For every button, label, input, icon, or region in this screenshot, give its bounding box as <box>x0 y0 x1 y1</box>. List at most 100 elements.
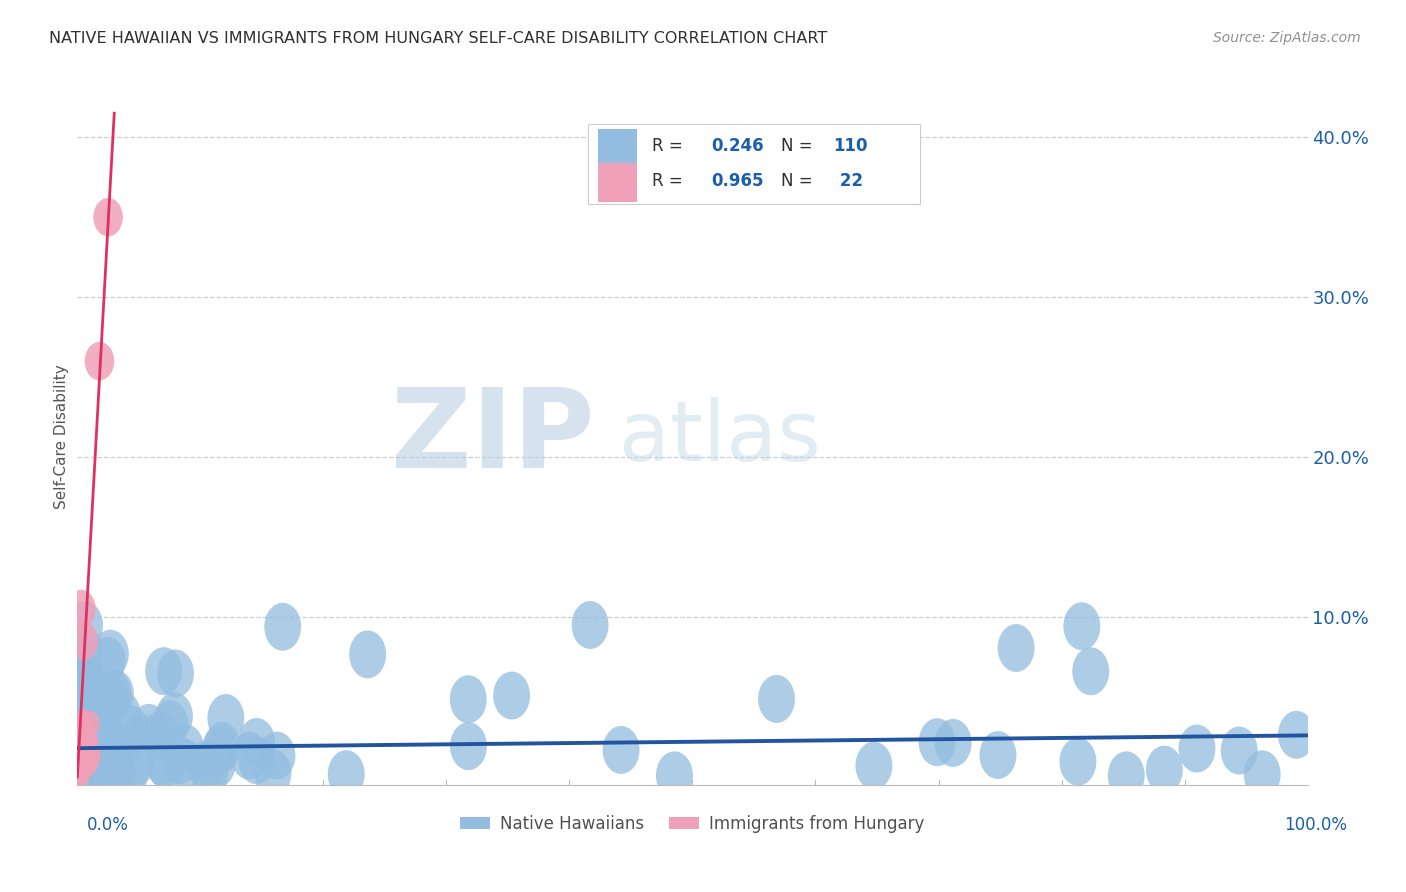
Circle shape <box>97 739 134 786</box>
Circle shape <box>494 672 530 720</box>
Circle shape <box>91 676 129 724</box>
Circle shape <box>96 723 132 771</box>
Circle shape <box>79 729 98 755</box>
Circle shape <box>69 622 98 660</box>
Circle shape <box>1073 648 1109 695</box>
Text: Source: ZipAtlas.com: Source: ZipAtlas.com <box>1213 31 1361 45</box>
Circle shape <box>60 700 97 748</box>
Circle shape <box>157 649 194 698</box>
Circle shape <box>82 729 118 777</box>
Circle shape <box>75 709 94 735</box>
Circle shape <box>73 744 111 792</box>
Circle shape <box>238 737 276 784</box>
Circle shape <box>77 751 114 799</box>
Circle shape <box>918 718 956 766</box>
Circle shape <box>167 739 205 788</box>
Circle shape <box>82 744 101 769</box>
Circle shape <box>76 671 112 719</box>
Circle shape <box>70 726 90 752</box>
Text: 0.0%: 0.0% <box>87 816 129 834</box>
Circle shape <box>148 741 184 789</box>
Circle shape <box>73 733 111 781</box>
Circle shape <box>254 749 291 797</box>
Circle shape <box>89 637 125 685</box>
Circle shape <box>94 729 131 777</box>
Circle shape <box>60 710 97 758</box>
Circle shape <box>60 732 97 780</box>
Circle shape <box>60 751 97 799</box>
Circle shape <box>97 670 134 718</box>
Circle shape <box>84 342 114 380</box>
Circle shape <box>187 741 224 789</box>
Circle shape <box>66 601 103 649</box>
Bar <box>598 163 637 202</box>
Text: ZIP: ZIP <box>391 384 595 491</box>
Circle shape <box>94 670 131 718</box>
FancyBboxPatch shape <box>588 124 920 204</box>
Circle shape <box>76 681 114 730</box>
Circle shape <box>264 603 301 651</box>
Legend: Native Hawaiians, Immigrants from Hungary: Native Hawaiians, Immigrants from Hungar… <box>454 808 931 839</box>
Circle shape <box>152 700 188 748</box>
Circle shape <box>60 748 97 797</box>
Circle shape <box>100 751 136 799</box>
Circle shape <box>67 703 104 750</box>
Circle shape <box>60 751 97 799</box>
Text: N =: N = <box>782 137 818 155</box>
Circle shape <box>1063 602 1101 650</box>
Circle shape <box>66 648 104 696</box>
Circle shape <box>450 723 486 770</box>
Circle shape <box>93 198 122 236</box>
Circle shape <box>98 748 135 797</box>
Circle shape <box>60 659 97 707</box>
Circle shape <box>122 714 159 762</box>
Circle shape <box>1220 727 1257 774</box>
Circle shape <box>76 698 112 746</box>
Circle shape <box>84 684 122 732</box>
Circle shape <box>60 750 97 797</box>
Circle shape <box>91 630 129 678</box>
Circle shape <box>145 647 181 695</box>
Circle shape <box>191 750 228 798</box>
Circle shape <box>70 761 90 787</box>
Circle shape <box>145 739 183 787</box>
Circle shape <box>60 749 97 797</box>
Circle shape <box>450 675 486 723</box>
Circle shape <box>98 747 135 796</box>
Circle shape <box>73 739 93 764</box>
Text: 110: 110 <box>832 137 868 155</box>
Circle shape <box>76 720 96 746</box>
Circle shape <box>91 723 128 770</box>
Circle shape <box>75 748 94 774</box>
Circle shape <box>73 736 110 783</box>
Text: 0.246: 0.246 <box>711 137 763 155</box>
Circle shape <box>259 731 295 780</box>
Circle shape <box>572 601 609 649</box>
Circle shape <box>79 718 115 766</box>
Circle shape <box>1146 746 1182 794</box>
Circle shape <box>79 740 115 789</box>
Bar <box>598 129 637 168</box>
Circle shape <box>60 725 97 772</box>
Circle shape <box>60 673 97 722</box>
Circle shape <box>167 724 204 772</box>
Circle shape <box>131 704 167 752</box>
Text: 22: 22 <box>834 172 863 190</box>
Circle shape <box>76 732 96 757</box>
Text: 0.965: 0.965 <box>711 172 763 190</box>
Text: R =: R = <box>652 172 688 190</box>
Circle shape <box>76 721 96 747</box>
Circle shape <box>60 751 97 799</box>
Circle shape <box>231 731 267 780</box>
Circle shape <box>118 738 155 786</box>
Circle shape <box>349 631 387 679</box>
Circle shape <box>238 718 276 766</box>
Circle shape <box>60 716 97 764</box>
Circle shape <box>60 737 97 784</box>
Circle shape <box>204 723 240 770</box>
Text: R =: R = <box>652 137 688 155</box>
Circle shape <box>77 704 114 752</box>
Circle shape <box>70 731 108 779</box>
Text: 100.0%: 100.0% <box>1284 816 1347 834</box>
Circle shape <box>65 638 103 686</box>
